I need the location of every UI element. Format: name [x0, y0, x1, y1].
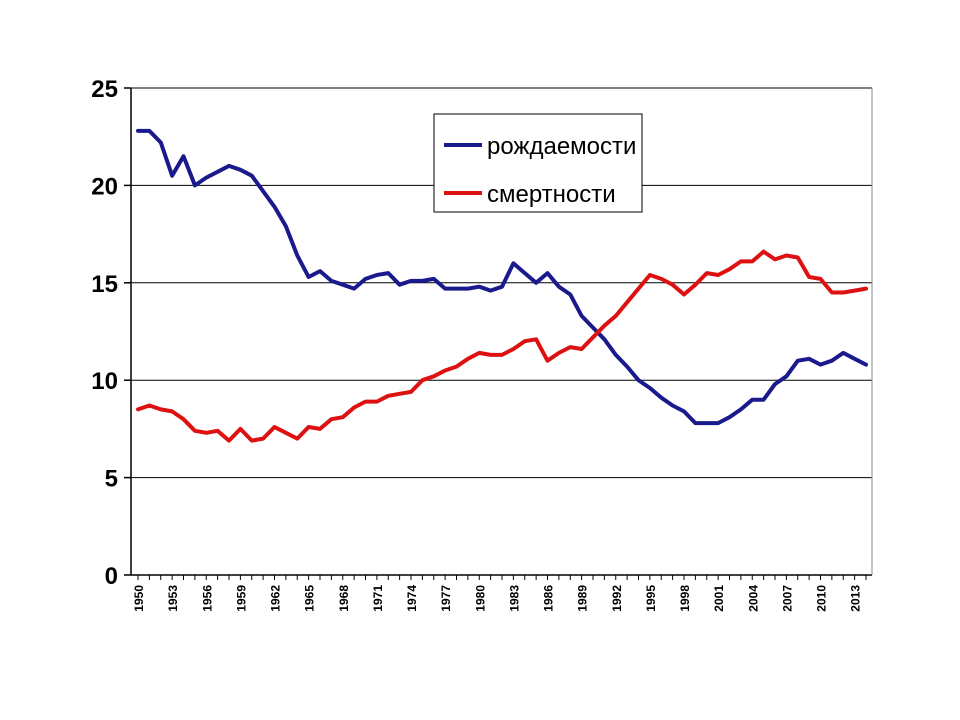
x-tick-label-1950: 1950	[132, 585, 146, 612]
legend: рождаемости смертности	[433, 113, 643, 213]
x-tick-label-1998: 1998	[678, 585, 692, 612]
x-tick-label-1959: 1959	[234, 585, 248, 612]
x-tick-label-1956: 1956	[200, 585, 214, 612]
legend-box	[433, 113, 643, 213]
x-tick-label-2001: 2001	[712, 585, 726, 612]
series-lines	[136, 128, 868, 443]
y-tick-label-25: 25	[91, 76, 118, 103]
x-tick-label-1974: 1974	[405, 585, 419, 612]
x-tick-labels: 1950 1953 1956 1959 1962 1965 1968 1971 1974 1977…	[132, 585, 863, 612]
y-tick-label-5: 5	[105, 466, 118, 493]
x-tick-label-1992: 1992	[610, 585, 624, 612]
x-tick-label-1953: 1953	[166, 585, 180, 612]
x-tick-label-1968: 1968	[337, 585, 351, 612]
y-tick-label-15: 15	[91, 271, 118, 298]
x-tick-label-2007: 2007	[780, 585, 794, 612]
legend-label-births: рождаемости	[487, 133, 636, 160]
x-tick-label-2004: 2004	[746, 585, 760, 612]
y-tick-label-0: 0	[105, 563, 118, 590]
x-tick-label-1977: 1977	[439, 585, 453, 612]
series-line-births	[136, 128, 868, 426]
axes	[130, 88, 873, 576]
grid-lines	[124, 87, 872, 580]
x-tick-label-2013: 2013	[849, 585, 863, 612]
x-tick-label-1980: 1980	[473, 585, 487, 612]
series-line-deaths	[136, 249, 868, 443]
y-tick-label-10: 10	[91, 368, 118, 395]
x-tick-label-1995: 1995	[644, 585, 658, 612]
y-tick-labels: 0 5 10 15 20 25	[91, 76, 118, 590]
x-tick-label-1965: 1965	[303, 585, 317, 612]
x-tick-label-1983: 1983	[507, 585, 521, 612]
legend-label-deaths: смертности	[487, 181, 616, 208]
x-tick-label-2010: 2010	[815, 585, 829, 612]
x-tick-label-1989: 1989	[576, 585, 590, 612]
x-tick-label-1986: 1986	[542, 585, 556, 612]
y-tick-label-20: 20	[91, 173, 118, 200]
x-tick-label-1962: 1962	[269, 585, 283, 612]
x-tick-label-1971: 1971	[371, 585, 385, 612]
